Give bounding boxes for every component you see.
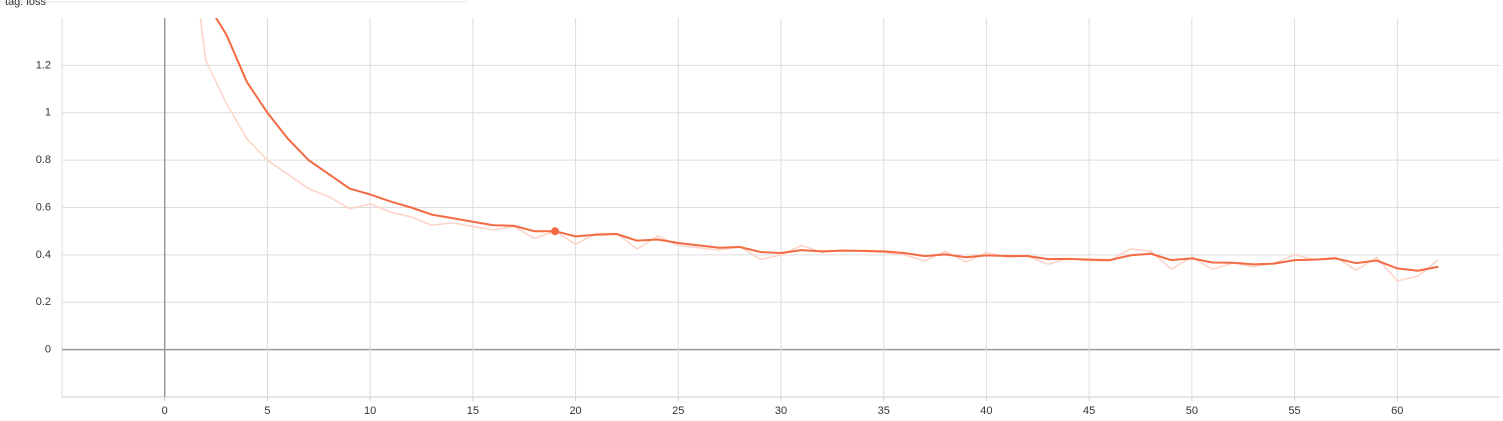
x-tick-label: 5 (264, 405, 270, 417)
x-tick-label: 40 (980, 405, 992, 417)
y-tick-label: 1.2 (36, 59, 51, 71)
series-line (214, 18, 1439, 272)
x-tick-label: 30 (775, 405, 787, 417)
y-tick-label: 0.8 (36, 154, 51, 166)
y-tick-label: 1 (45, 107, 51, 119)
y-tick-label: 0.6 (36, 201, 51, 213)
chart-title: tag: loss (5, 0, 46, 8)
y-tick-label: 0 (45, 344, 51, 356)
x-tick-label: 25 (672, 405, 684, 417)
x-tick-label: 45 (1083, 405, 1095, 417)
x-tick-label: 20 (569, 405, 581, 417)
y-tick-label: 0.2 (36, 296, 51, 308)
hover-point (551, 227, 560, 236)
title-box (0, 0, 469, 3)
x-tick-label: 50 (1186, 405, 1198, 417)
x-tick-label: 10 (364, 405, 376, 417)
x-tick-label: 35 (878, 405, 890, 417)
x-tick-label: 60 (1391, 405, 1403, 417)
x-tick-label: 0 (162, 405, 168, 417)
x-tick-label: 15 (467, 405, 479, 417)
x-tick-label: 55 (1288, 405, 1300, 417)
series-line (199, 18, 1439, 282)
y-tick-label: 0.4 (36, 249, 51, 261)
